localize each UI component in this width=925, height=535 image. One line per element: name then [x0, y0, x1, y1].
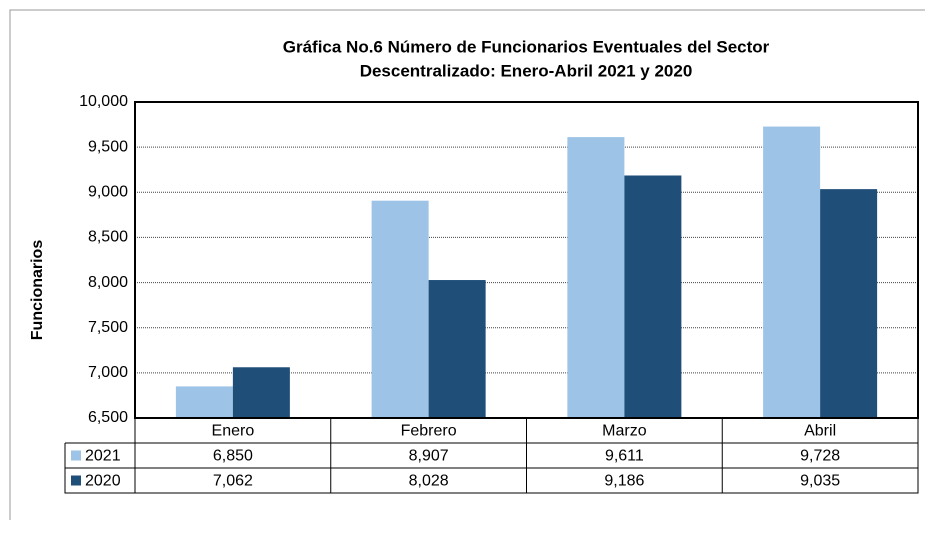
- chart-frame: [9, 9, 925, 520]
- y-tick-label: 10,000: [79, 93, 128, 110]
- y-axis-label: Funcionarios: [29, 240, 46, 341]
- x-tick-label: Abril: [804, 423, 836, 440]
- table-cell: 8,028: [409, 473, 449, 490]
- bar: [763, 126, 821, 419]
- x-tick-label: Febrero: [401, 423, 457, 440]
- bar: [820, 189, 878, 418]
- y-tick-label: 9,000: [88, 184, 128, 201]
- table-cell: 9,728: [800, 448, 840, 465]
- table-cell: 9,035: [800, 473, 840, 490]
- x-tick-label: Enero: [212, 423, 255, 440]
- bar: [428, 280, 486, 418]
- table-cell: 8,907: [409, 448, 449, 465]
- bar: [232, 367, 290, 418]
- y-tick-label: 7,500: [88, 319, 128, 336]
- bar: [371, 200, 429, 418]
- legend-swatch: [71, 475, 81, 486]
- chart-title: Gráfica No.6 Número de Funcionarios Even…: [283, 37, 770, 56]
- x-tick-label: Marzo: [602, 423, 647, 440]
- y-tick-label: 9,500: [88, 138, 128, 155]
- y-tick-label: 8,500: [88, 229, 128, 246]
- table-cell: 9,186: [604, 473, 644, 490]
- table-cell: 7,062: [213, 473, 253, 490]
- legend-label: 2020: [85, 473, 121, 490]
- chart-title: Descentralizado: Enero-Abril 2021 y 2020: [360, 61, 693, 80]
- table-cell: 6,850: [213, 448, 253, 465]
- y-tick-label: 6,500: [88, 409, 128, 426]
- legend-swatch: [71, 450, 81, 461]
- legend-label: 2021: [85, 448, 121, 465]
- y-tick-label: 8,000: [88, 274, 128, 291]
- bar: [567, 137, 625, 418]
- table-cell: 9,611: [605, 448, 644, 465]
- bar: [624, 175, 682, 418]
- table-grid: [64, 418, 919, 494]
- bar: [175, 386, 233, 418]
- y-tick-label: 7,000: [88, 364, 128, 381]
